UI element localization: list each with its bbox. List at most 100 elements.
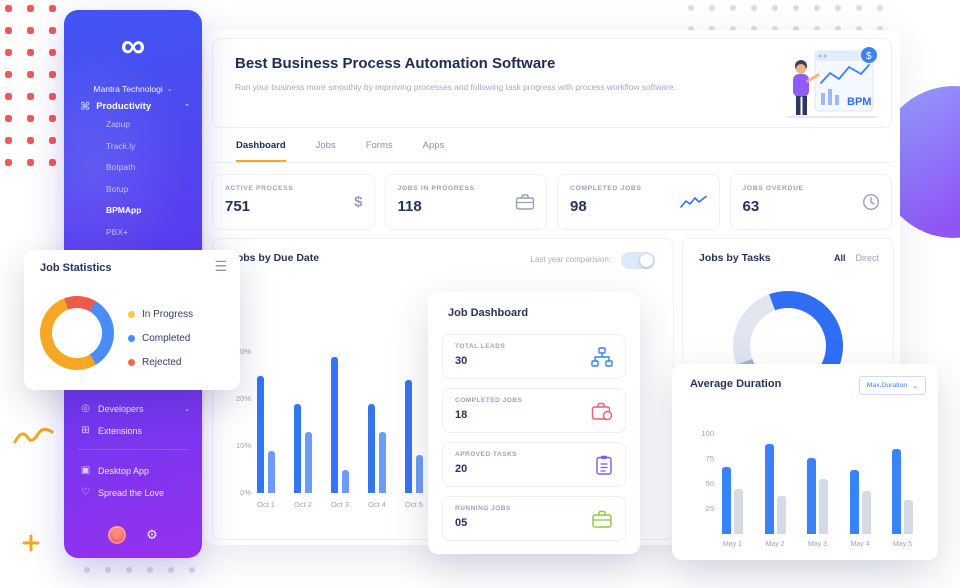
job-dashboard-rows: TOTAL LEADS 30 COMPLETED JOBS 18 (442, 334, 626, 550)
dropdown-value: Max.Duration (866, 382, 908, 389)
sidebar-item-zapup[interactable]: Zapup (106, 119, 131, 129)
briefcase-icon (592, 510, 612, 528)
metric-value: 18 (455, 409, 468, 421)
sidebar-item-developers[interactable]: ◎ Developers ⌄ (80, 403, 190, 414)
metric-row-completed-jobs[interactable]: COMPLETED JOBS 18 (442, 388, 626, 433)
sidebar-item-trackly[interactable]: Track.ly (106, 140, 136, 151)
stat-value: 98 (570, 198, 587, 215)
flow-icon (591, 346, 613, 367)
filter-direct[interactable]: Direct (855, 253, 879, 263)
metric-value: 30 (455, 355, 468, 367)
y-axis-tick: 50 (705, 479, 714, 488)
stat-card-active-process[interactable]: ACTIVE PROCESS 751 $ (212, 174, 375, 230)
job-statistics-card: Job Statistics ☰ In Progress Completed R… (24, 250, 240, 390)
bar-oct-5-last-year (416, 455, 423, 493)
y-axis-tick: 0% (240, 488, 251, 497)
max-duration-dropdown[interactable]: Max.Duration ⌄ (858, 376, 926, 395)
bar-oct-2-last-year (305, 431, 312, 493)
y-axis-tick: 100 (701, 429, 714, 438)
metric-value: 05 (455, 517, 468, 529)
job-dashboard-card: Job Dashboard TOTAL LEADS 30 COMPLETED J… (428, 292, 640, 554)
x-axis-label: Oct 3 (331, 500, 349, 509)
y-axis: 100 75 50 25 (678, 422, 714, 534)
y-axis-tick: 30% (235, 347, 251, 356)
bar-may-3-max-duration (807, 458, 816, 534)
sidebar-footer: ⚙ (64, 526, 202, 544)
sidebar-item-botup[interactable]: Botup (106, 183, 129, 194)
tab-apps[interactable]: Apps (422, 139, 445, 151)
y-axis-tick: 25 (705, 504, 714, 513)
sidebar-item-label: Spread the Love (98, 487, 165, 498)
metric-label: RUNNING JOBS (455, 505, 511, 512)
statistics-donut-chart (40, 296, 114, 370)
workspace-switcher[interactable]: Mantra Technologi ⌄ (64, 84, 202, 94)
bar-oct-2-current-year (294, 403, 301, 493)
avatar[interactable] (108, 526, 127, 544)
y-axis-tick: 10% (235, 441, 251, 450)
checklist-icon (596, 455, 612, 475)
sidebar-item-label: Developers (98, 403, 144, 414)
bar-may-2-max-duration (764, 444, 774, 534)
tab-forms[interactable]: Forms (365, 139, 393, 151)
bar-oct-1-last-year (268, 450, 275, 493)
legend-label: Completed (142, 332, 191, 344)
sidebar-item-spread-the-love[interactable]: ♡ Spread the Love (80, 487, 190, 498)
svg-text:$: $ (866, 51, 872, 62)
bar-oct-3-current-year (331, 356, 338, 493)
bar-may-4-min-duration (861, 491, 871, 534)
stat-label: JOBS OVERDUE (742, 185, 804, 192)
page-subtitle: Run your business more smoothly by impro… (235, 82, 676, 92)
sidebar-item-desktop-app[interactable]: ▣ Desktop App (80, 465, 190, 476)
card-title: Job Dashboard (448, 307, 529, 319)
x-axis-label: Oct 5 (405, 500, 423, 509)
page-header: Best Business Process Automation Softwar… (212, 38, 892, 128)
x-axis-label: May 3 (807, 541, 828, 548)
x-axis-label: May 5 (892, 541, 913, 548)
chart-line-icon (679, 195, 707, 208)
metric-row-approved-tasks[interactable]: APROVED TASKS 20 (442, 442, 626, 487)
stat-value: 63 (742, 198, 760, 215)
toggle-label: Last year comparision: (530, 255, 611, 264)
sidebar-item-botpath[interactable]: Botpath (106, 162, 136, 172)
tab-bar: Dashboard Jobs Forms Apps (212, 130, 892, 163)
due-date-bar-chart: Oct 1 Oct 2 Oct 3 Oct 4 Oct 5 (257, 347, 477, 509)
card-title: Average Duration (690, 378, 782, 390)
sidebar-item-extensions[interactable]: ⊞ Extensions (80, 425, 190, 436)
bar-oct-3-last-year (342, 469, 349, 493)
sidebar-item-productivity[interactable]: ⌘ Productivity ⌃ (80, 100, 190, 113)
metric-row-running-jobs[interactable]: RUNNING JOBS 05 (442, 496, 626, 541)
legend-item: Completed (128, 326, 193, 350)
red-dot-pattern (5, 5, 71, 181)
gray-dot-pattern-top (688, 5, 898, 47)
filter-all[interactable]: All (833, 253, 846, 263)
metric-row-total-leads[interactable]: TOTAL LEADS 30 (442, 334, 626, 379)
sidebar-item-pbx[interactable]: PBX+ (106, 226, 128, 237)
command-icon: ⌘ (80, 101, 91, 113)
stat-card-jobs-overdue[interactable]: JOBS OVERDUE 63 (729, 174, 892, 230)
chevron-down-icon: ⌄ (912, 382, 918, 390)
stat-card-completed-jobs[interactable]: COMPLETED JOBS 98 (557, 174, 720, 230)
sidebar-divider (78, 449, 188, 450)
bar-may-5-min-duration (904, 500, 913, 534)
productivity-submenu: Zapup Track.ly Botpath Botup BPMApp PBX+ (106, 114, 194, 243)
metric-label: APROVED TASKS (455, 451, 517, 458)
clock-icon (862, 193, 880, 211)
hamburger-menu-icon[interactable]: ☰ (214, 258, 227, 274)
sidebar-item-bpmapp[interactable]: BPMApp (106, 205, 142, 215)
stat-label: JOBS IN PROGRESS (397, 185, 475, 192)
heart-icon: ♡ (81, 487, 90, 498)
tab-dashboard[interactable]: Dashboard (236, 130, 286, 162)
average-duration-bar-chart: May 1 May 2 May 3 May 4 May 5 (722, 430, 927, 548)
bar-may-1-min-duration (734, 489, 743, 534)
toggle-knob (640, 254, 653, 267)
settings-gear-icon[interactable]: ⚙ (146, 527, 158, 542)
legend-item: Rejected (128, 350, 193, 374)
bar-oct-5-current-year (405, 380, 412, 493)
stat-card-jobs-in-progress[interactable]: JOBS IN PROGRESS 118 (384, 174, 547, 230)
last-year-comparison-toggle[interactable] (621, 252, 655, 269)
bar-may-1-max-duration (722, 467, 731, 534)
tab-jobs[interactable]: Jobs (315, 139, 336, 151)
chevron-up-icon: ⌃ (184, 103, 190, 111)
brand-logo-infinity-icon[interactable]: ∞ (120, 27, 146, 65)
